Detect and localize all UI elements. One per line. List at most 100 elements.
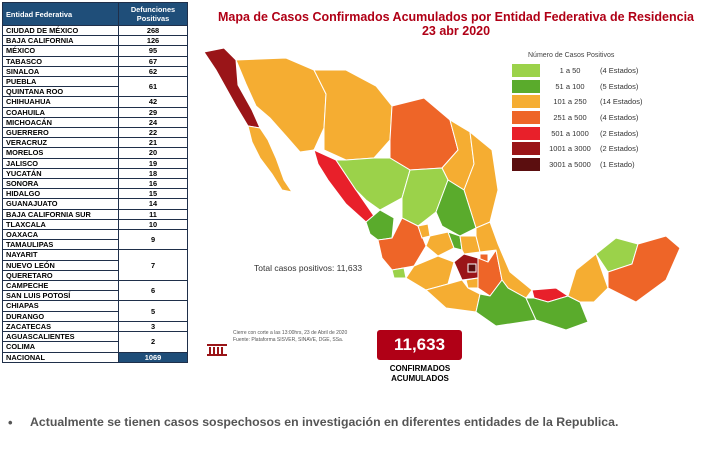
total-state: NACIONAL [2, 351, 119, 363]
row-state: TLAXCALA [2, 218, 119, 231]
legend-row: 51 a 100 (5 Estados) [512, 79, 672, 95]
row-deaths: 9 [118, 229, 188, 251]
legend-range: 1 a 50 [559, 66, 581, 76]
row-state: CHIAPAS [2, 300, 119, 312]
row-deaths: 6 [118, 280, 188, 302]
deaths-by-state-table: Entidad Federativa Defunciones Positivas… [2, 2, 188, 363]
table-row: JALISCO 19 [2, 157, 188, 169]
row-deaths: 16 [118, 178, 188, 190]
row-state: QUINTANA ROO [2, 86, 119, 98]
footnote-source: Fuente: Plataforma SISVER, SINAVE, DGE, … [233, 337, 344, 343]
table-row: PUEBLA 61 [2, 76, 188, 98]
row-deaths: 29 [118, 106, 188, 118]
row-state: PUEBLA [2, 76, 119, 88]
row-deaths: 15 [118, 188, 188, 200]
map-title-date: 23 abr 2020 [421, 24, 491, 38]
legend-range: 101 a 250 [553, 97, 587, 107]
table-row: NAYARIT 7 [2, 249, 188, 282]
table-row: VERACRUZ 21 [2, 137, 188, 149]
row-state: OAXACA [2, 229, 119, 241]
table-row: YUCATÁN 18 [2, 167, 188, 180]
legend-row: 1001 a 3000 (2 Estados) [512, 141, 672, 157]
total-positive-label: Total casos positivos: 11,633 [254, 263, 363, 273]
legend-swatch [512, 95, 540, 109]
row-state: SINALOA [2, 65, 119, 78]
row-state: TABASCO [2, 55, 119, 67]
table-row: TABASCO 67 [2, 55, 188, 67]
row-deaths: 95 [118, 45, 188, 57]
state-coahuila [389, 97, 459, 171]
row-state: HIDALGO [2, 188, 119, 200]
map-title: Mapa de Casos Confirmados Acumulados por… [212, 10, 700, 38]
row-state: CHIHUAHUA [2, 96, 119, 108]
table-row: GUERRERO 22 [2, 127, 188, 139]
row-state: COAHUILA [2, 106, 119, 118]
legend-range: 51 a 100 [555, 81, 585, 91]
government-logo-icon [207, 344, 227, 356]
row-deaths: 61 [118, 76, 188, 98]
table-body: CIUDAD DE MÉXICO 268 BAJA CALIFORNIA 126 MÉX… [2, 24, 188, 363]
legend-row: 101 a 250 (14 Estados) [512, 94, 672, 110]
table-row: BAJA CALIFORNIA 126 [2, 35, 188, 47]
legend-rows: 1 a 50 (4 Estados) 51 a 100 (5 Estados) 101 … [512, 63, 672, 172]
legend-swatch [512, 142, 540, 156]
table-total-row: NACIONAL 1069 [2, 351, 188, 363]
row-state: YUCATÁN [2, 167, 119, 180]
table-row: HIDALGO 15 [2, 188, 188, 200]
row-deaths: 19 [118, 157, 188, 169]
row-state: CAMPECHE [2, 280, 119, 292]
confirmed-total-label: CONFIRMADOS ACUMULADOS [370, 364, 470, 384]
row-state: COLIMA [2, 341, 119, 353]
state-hidalgo [459, 235, 481, 255]
row-state: MICHOACÁN [2, 116, 119, 129]
table-row: QUINTANA ROO [2, 86, 188, 98]
legend-count: (14 Estados) [600, 97, 643, 107]
row-deaths: 42 [118, 96, 188, 108]
legend-row: 501 a 1000 (2 Estados) [512, 125, 672, 141]
row-state: GUERRERO [2, 127, 119, 139]
footnote-cutoff: Cierre con corte a las 13:00hrs, 23 de A… [233, 330, 348, 336]
confirmed-total-box: 11,633 [377, 330, 462, 360]
state-ciudad-de-mexico [467, 263, 477, 273]
row-deaths: 126 [118, 35, 188, 47]
legend-count: (2 Estados) [600, 128, 639, 138]
legend-range: 3001 a 5000 [549, 159, 591, 169]
row-state: NUEVO LEÓN [2, 259, 119, 271]
row-state: DURANGO [2, 310, 119, 322]
legend-count: (5 Estados) [600, 81, 639, 91]
row-state: TAMAULIPAS [2, 239, 119, 251]
row-deaths: 67 [118, 55, 188, 67]
state-quintana-roo [607, 235, 681, 303]
row-state: VERACRUZ [2, 137, 119, 149]
legend-count: (1 Estado) [600, 159, 635, 169]
bullet-dot-icon: • [8, 415, 13, 430]
row-deaths: 14 [118, 198, 188, 210]
table-row: OAXACA 9 [2, 229, 188, 251]
table-row: BAJA CALIFORNIA SUR 11 [2, 208, 188, 220]
row-state: SONORA [2, 178, 119, 190]
row-deaths: 21 [118, 137, 188, 149]
row-state: JALISCO [2, 157, 119, 169]
legend-swatch [512, 79, 540, 93]
row-state: CIUDAD DE MÉXICO [2, 24, 119, 37]
legend-title: Número de Casos Positivos [528, 52, 615, 59]
legend-range: 1001 a 3000 [549, 144, 591, 154]
confirmed-label-line1: CONFIRMADOS [389, 364, 451, 373]
state-colima [391, 267, 407, 279]
row-deaths: 2 [118, 331, 188, 353]
table-row: CIUDAD DE MÉXICO 268 [2, 24, 188, 37]
legend-swatch [512, 126, 540, 140]
row-state: MORELOS [2, 147, 119, 159]
table-row: TLAXCALA 10 [2, 218, 188, 231]
row-deaths: 7 [118, 249, 188, 282]
row-state: QUERETARO [2, 269, 119, 282]
legend-row: 251 a 500 (4 Estados) [512, 110, 672, 126]
table-row: AGUASCALIENTES 2 [2, 331, 188, 353]
row-state: NAYARIT [2, 249, 119, 261]
map-footnote: Cierre con corte a las 13:00hrs, 23 de A… [233, 330, 347, 344]
table-row: GUANAJUATO 14 [2, 198, 188, 210]
state-guerrero [424, 279, 481, 313]
table-row: MICHOACÁN 24 [2, 116, 188, 129]
legend-swatch [512, 64, 540, 78]
table-row: MORELOS 20 [2, 147, 188, 159]
